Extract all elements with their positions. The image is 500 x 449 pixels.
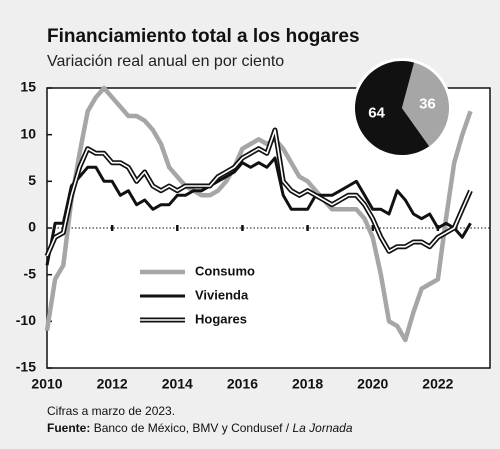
- note: Cifras a marzo de 2023.: [47, 404, 176, 418]
- source-italic: La Jornada: [292, 421, 353, 435]
- x-tick-label: 2014: [162, 376, 193, 392]
- chart-title: Financiamiento total a los hogares: [47, 26, 360, 47]
- x-tick-label: 2022: [422, 376, 453, 392]
- pie-slice: [402, 62, 449, 147]
- series-line: [44, 85, 473, 343]
- pie-label: 36: [419, 95, 436, 112]
- x-tick-label: 2018: [292, 376, 323, 392]
- y-tick-label: 5: [28, 172, 36, 188]
- legend-label: Hogares: [195, 311, 247, 326]
- footer: Cifras a marzo de 2023. Fuente: Banco de…: [47, 403, 353, 437]
- y-tick-label: -5: [24, 265, 37, 281]
- y-tick-label: -15: [16, 359, 36, 375]
- y-tick-label: 10: [20, 125, 36, 141]
- series-line: [45, 156, 472, 266]
- x-tick-label: 2020: [357, 376, 388, 392]
- pie-slice: [355, 61, 430, 155]
- series-line-inner: [46, 129, 472, 257]
- legend-label: Consumo: [195, 263, 255, 278]
- x-tick-label: 2010: [31, 376, 62, 392]
- source: Fuente: Banco de México, BMV y Condusef …: [47, 420, 353, 437]
- y-tick-label: 15: [20, 79, 36, 95]
- pie-label: 64: [368, 105, 385, 122]
- legend-label: Vivienda: [195, 287, 249, 302]
- y-tick-label: -10: [16, 312, 36, 328]
- chart-subtitle: Variación real anual en por ciento: [47, 53, 284, 70]
- source-label: Fuente:: [47, 421, 91, 435]
- x-tick-label: 2012: [97, 376, 128, 392]
- x-tick-label: 2016: [227, 376, 258, 392]
- y-tick-label: 0: [28, 219, 36, 235]
- source-text: Banco de México, BMV y Condusef /: [93, 421, 290, 435]
